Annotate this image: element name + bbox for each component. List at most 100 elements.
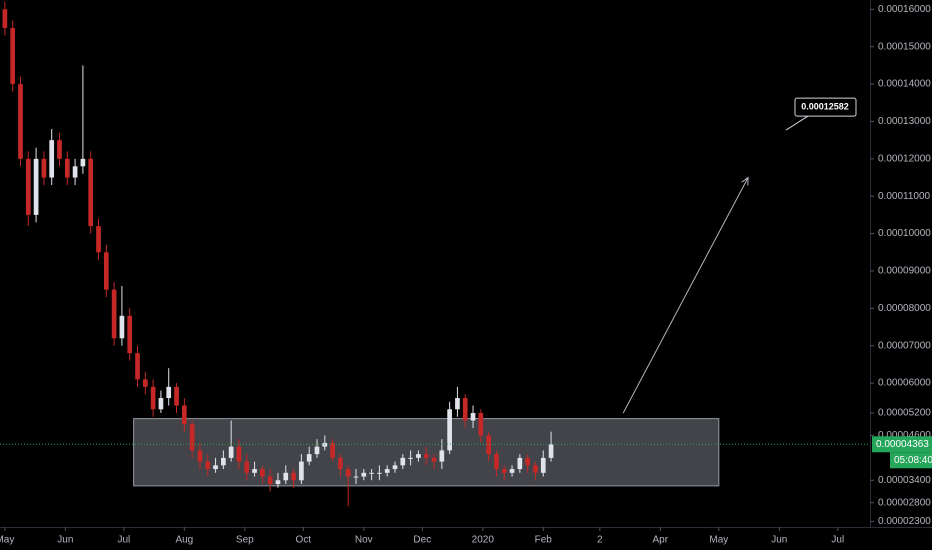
candle-body [494, 454, 499, 470]
y-tick-label: 0.00014000 [878, 79, 931, 90]
candle-body [509, 469, 515, 473]
candle-body [377, 472, 382, 474]
y-tick-label: 0.00009000 [878, 266, 931, 277]
x-tick-label: 2020 [472, 535, 495, 546]
candle-body [478, 413, 484, 436]
candle-body [127, 315, 133, 354]
x-tick-label: Jul [117, 535, 130, 546]
y-tick-label: 0.00005200 [878, 408, 931, 419]
candle-body [299, 461, 304, 481]
y-tick-label: 0.00012000 [878, 153, 931, 164]
x-tick-label: May [0, 535, 14, 546]
y-tick-label: 0.00015000 [878, 41, 931, 52]
candle-body [408, 457, 413, 459]
y-tick-label: 0.00006000 [878, 378, 931, 389]
countdown-box [890, 452, 932, 469]
candle-body [18, 84, 23, 159]
x-tick-label: Sep [236, 535, 254, 546]
candle-body [10, 28, 16, 85]
candle-body [330, 442, 335, 458]
candle-body [252, 469, 257, 473]
candle-body [548, 444, 554, 458]
candle-body [392, 465, 398, 470]
candle-body [540, 457, 546, 473]
y-tick-label: 0.00013000 [878, 116, 931, 127]
candle-body [33, 158, 39, 215]
candle-body [525, 457, 530, 466]
candle-body [486, 435, 491, 455]
candle-body [439, 450, 445, 462]
x-tick-label: Oct [296, 535, 312, 546]
x-tick-label: Jun [57, 535, 73, 546]
candle-body [25, 158, 31, 215]
y-tick-label: 0.00003400 [878, 475, 931, 486]
y-tick-label: 0.00016000 [878, 4, 931, 15]
candle-body [181, 405, 187, 425]
candle-body [275, 480, 281, 485]
last-price-box [872, 436, 932, 453]
candle-body [447, 409, 452, 451]
candle-body [49, 140, 55, 178]
candle-body [41, 158, 47, 178]
last-price-label: 0.00004363 [876, 439, 929, 450]
candle-body [57, 140, 62, 159]
y-tick-label: 0.00002800 [878, 497, 931, 508]
candle-body [2, 9, 8, 29]
candle-body [158, 398, 164, 410]
x-tick-label: May [709, 535, 728, 546]
target-label: 0.00012582 [801, 101, 849, 111]
candle-body [103, 252, 109, 290]
candle-body [80, 158, 86, 167]
candle-body [260, 469, 265, 477]
arrow-head [741, 176, 749, 186]
x-tick-label: Jul [831, 535, 844, 546]
candle-body [423, 454, 429, 458]
candle-body [142, 379, 148, 387]
candle-body [236, 446, 242, 462]
target-callout [794, 97, 857, 117]
countdown-label: 05:08:40 [894, 455, 932, 466]
candle-body [462, 398, 468, 421]
candle-body [400, 457, 406, 466]
candle-body [213, 465, 218, 470]
candle-body [135, 353, 140, 380]
x-tick-label: Feb [535, 535, 553, 546]
candle-body [111, 289, 117, 339]
candle-body [189, 424, 195, 451]
x-tick-label: Apr [653, 535, 669, 546]
candle-body [384, 469, 390, 473]
candle-body [283, 472, 289, 481]
candle-body [353, 476, 359, 478]
candle-body [221, 457, 226, 466]
candle-body [267, 476, 273, 485]
candle-body [306, 454, 312, 462]
candle-body [244, 461, 250, 473]
candle-body [345, 469, 351, 477]
candle-body [291, 472, 296, 481]
y-tick-label: 0.00008000 [878, 303, 931, 314]
target-pointer [785, 115, 809, 131]
arrow-line [622, 177, 749, 414]
candle-body [72, 166, 78, 178]
x-tick-label: Nov [355, 535, 373, 546]
candle-body [96, 226, 101, 253]
x-tick-label: Aug [175, 535, 193, 546]
candle-body [533, 465, 538, 473]
candle-body [119, 315, 125, 339]
x-tick-label: Dec [413, 535, 431, 546]
candle-body [150, 386, 156, 410]
candle-body [228, 446, 234, 458]
candle-body [174, 386, 179, 406]
candle-body [501, 469, 507, 473]
y-tick-label: 0.00007000 [878, 340, 931, 351]
candle-body [197, 450, 203, 462]
y-tick-label: 0.00002300 [878, 516, 931, 527]
x-tick-label: 2 [597, 535, 603, 546]
candle-body [314, 446, 320, 455]
candle-body [369, 472, 374, 474]
candle-body [338, 457, 343, 470]
x-tick-label: Jun [771, 535, 787, 546]
candle-body [64, 158, 70, 178]
